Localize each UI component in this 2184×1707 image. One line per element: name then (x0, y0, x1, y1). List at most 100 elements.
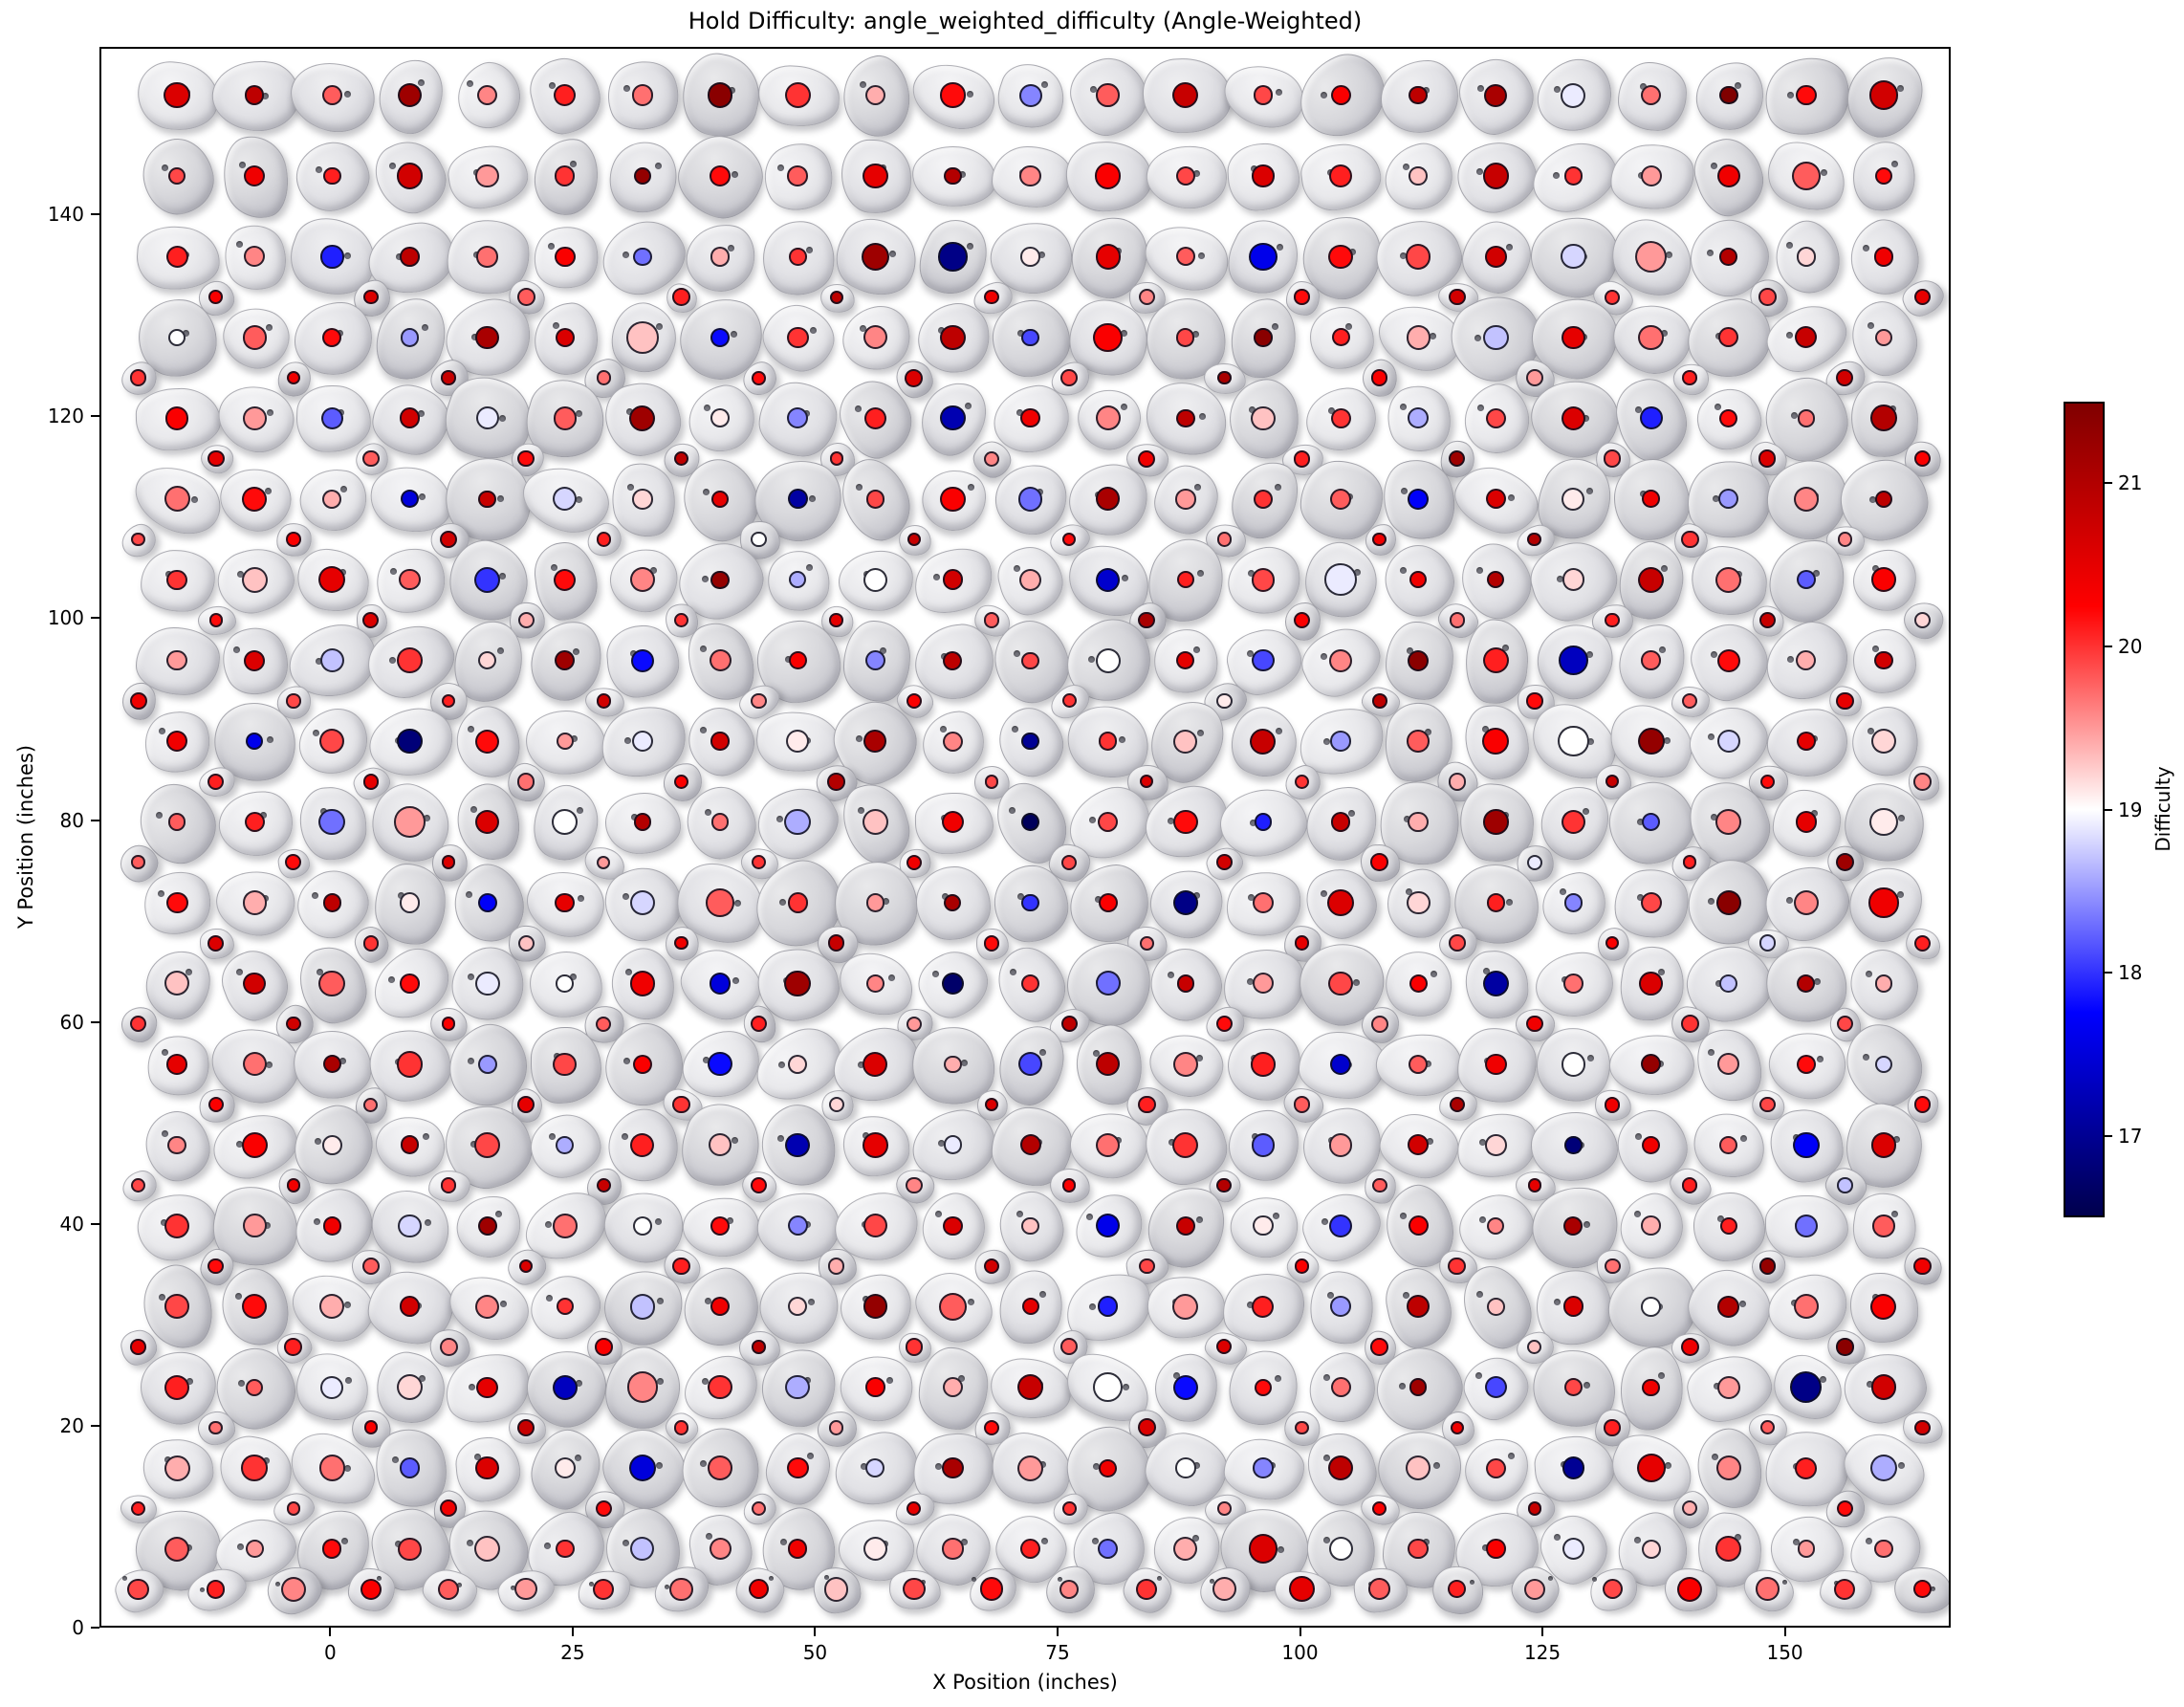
difficulty-marker (1871, 567, 1896, 593)
bolt-hole-icon (1038, 251, 1046, 258)
difficulty-marker (1603, 449, 1622, 468)
bolt-hole-icon (655, 1461, 663, 1469)
bolt-hole-icon (858, 806, 865, 814)
difficulty-marker (441, 1017, 456, 1031)
difficulty-marker (1641, 1539, 1661, 1559)
difficulty-marker (208, 290, 224, 305)
difficulty-marker (166, 1054, 187, 1075)
difficulty-marker (1641, 1054, 1662, 1075)
bolt-hole-icon (1483, 968, 1491, 975)
difficulty-marker (244, 812, 265, 833)
difficulty-marker (943, 650, 963, 670)
difficulty-marker (400, 1135, 420, 1155)
difficulty-marker (1482, 646, 1510, 674)
difficulty-marker (1172, 889, 1198, 916)
difficulty-marker (1173, 1536, 1198, 1562)
difficulty-marker (1096, 83, 1120, 107)
difficulty-marker (437, 1578, 460, 1600)
difficulty-marker (164, 486, 190, 513)
x-tick-label: 150 (1766, 1641, 1803, 1664)
bolt-hole-icon (570, 973, 578, 980)
difficulty-marker (553, 1052, 578, 1077)
bolt-hole-icon (1556, 576, 1563, 583)
difficulty-marker (1913, 1257, 1932, 1276)
difficulty-marker (979, 1577, 1004, 1602)
difficulty-marker-layer (101, 49, 1949, 1626)
difficulty-marker (1095, 971, 1121, 996)
difficulty-marker (207, 1096, 224, 1113)
bolt-hole-icon (1820, 1375, 1827, 1383)
difficulty-marker (983, 612, 1000, 628)
difficulty-marker (709, 649, 732, 672)
difficulty-marker (865, 490, 885, 509)
difficulty-marker (633, 813, 652, 831)
difficulty-marker (1330, 407, 1351, 428)
difficulty-marker (1409, 166, 1429, 186)
difficulty-marker (787, 489, 808, 510)
difficulty-marker (1217, 370, 1232, 385)
bolt-hole-icon (1041, 81, 1049, 89)
bolt-hole-icon (654, 163, 662, 170)
difficulty-marker (553, 406, 577, 430)
difficulty-marker (477, 650, 497, 670)
bolt-hole-icon (1890, 1211, 1898, 1218)
bolt-hole-icon (731, 331, 738, 339)
difficulty-marker (942, 1376, 964, 1398)
x-axis-tick (329, 1628, 332, 1636)
bolt-hole-icon (260, 812, 268, 820)
bolt-hole-icon (236, 571, 244, 579)
difficulty-marker (556, 1298, 574, 1316)
bolt-hole-icon (265, 324, 273, 332)
difficulty-marker (1715, 1455, 1741, 1481)
bolt-hole-icon (777, 1061, 785, 1069)
difficulty-marker (1408, 1215, 1429, 1236)
difficulty-marker (787, 1296, 808, 1317)
bolt-hole-icon (1713, 1383, 1720, 1390)
difficulty-marker (710, 813, 730, 831)
difficulty-marker (363, 290, 379, 305)
difficulty-marker (165, 891, 188, 914)
bolt-hole-icon (1474, 335, 1482, 342)
bolt-hole-icon (588, 1581, 594, 1587)
difficulty-marker (942, 731, 963, 752)
bolt-hole-icon (1276, 727, 1283, 734)
difficulty-marker (1680, 530, 1699, 549)
difficulty-marker (1372, 1500, 1387, 1516)
difficulty-marker (517, 934, 535, 952)
y-axis-tick (91, 617, 99, 620)
bolt-hole-icon (779, 1538, 787, 1545)
difficulty-marker (475, 164, 499, 188)
difficulty-marker (552, 1374, 578, 1400)
difficulty-marker (441, 370, 456, 385)
difficulty-marker (1448, 1580, 1467, 1599)
difficulty-marker (1717, 1053, 1740, 1076)
difficulty-marker (863, 567, 887, 592)
bolt-hole-icon (860, 324, 867, 332)
difficulty-marker (1331, 328, 1350, 347)
bolt-hole-icon (1012, 725, 1019, 733)
difficulty-marker (1640, 892, 1662, 913)
bolt-hole-icon (1781, 1579, 1787, 1585)
difficulty-marker (865, 893, 885, 912)
difficulty-marker (708, 1052, 732, 1077)
difficulty-marker (1327, 889, 1354, 916)
difficulty-marker (1790, 1371, 1823, 1404)
difficulty-marker (1370, 853, 1388, 872)
difficulty-marker (1251, 1052, 1276, 1077)
bolt-hole-icon (186, 1378, 193, 1386)
y-axis-tick (91, 1020, 99, 1023)
bolt-hole-icon (700, 726, 708, 733)
difficulty-marker (1482, 728, 1510, 755)
difficulty-marker (1249, 242, 1278, 272)
bolt-hole-icon (339, 1057, 346, 1064)
difficulty-marker (1062, 532, 1077, 546)
difficulty-marker (708, 1375, 732, 1400)
bolt-hole-icon (237, 1543, 245, 1550)
difficulty-marker (787, 1215, 808, 1236)
difficulty-marker (1561, 1052, 1586, 1077)
difficulty-marker (397, 1374, 423, 1401)
difficulty-marker (1718, 327, 1739, 348)
x-axis-tick (571, 1628, 574, 1636)
difficulty-marker (1251, 1132, 1276, 1157)
difficulty-marker (1450, 1420, 1464, 1434)
